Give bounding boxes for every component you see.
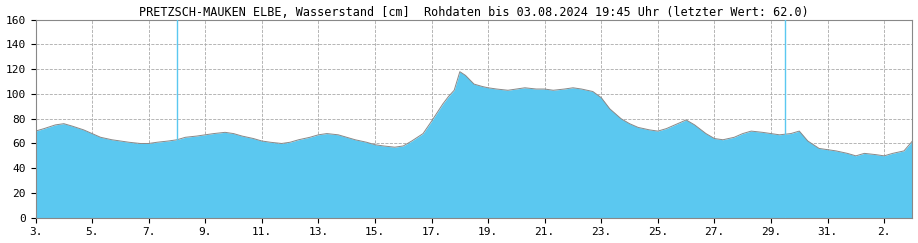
Title: PRETZSCH-MAUKEN ELBE, Wasserstand [cm]  Rohdaten bis 03.08.2024 19:45 Uhr (letzt: PRETZSCH-MAUKEN ELBE, Wasserstand [cm] R…: [140, 6, 809, 18]
